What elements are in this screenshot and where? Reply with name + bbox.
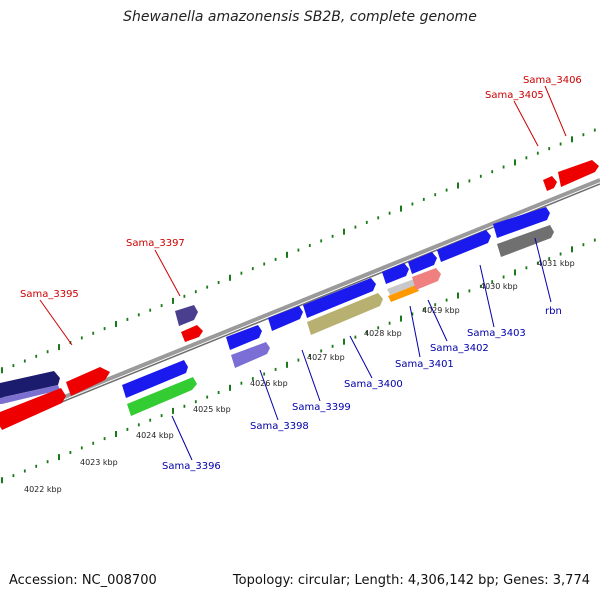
gene-arrow[interactable] <box>175 305 198 326</box>
label-leaders <box>39 85 567 461</box>
kbp-label: 4023 kbp <box>80 458 118 467</box>
forward-gene-labels: Sama_3395 Sama_3397 Sama_3405 Sama_3406 <box>20 75 582 300</box>
gene-label: Sama_3400 <box>344 379 403 390</box>
gene-label: Sama_3398 <box>250 421 309 432</box>
kbp-label: 4028 kbp <box>364 329 402 338</box>
kbp-label: 4030 kbp <box>480 282 518 291</box>
kbp-label: 4026 kbp <box>250 379 288 388</box>
gene-label: Sama_3402 <box>430 343 489 354</box>
gene-arrow[interactable] <box>303 278 376 318</box>
kbp-label: 4027 kbp <box>307 353 345 362</box>
gene-label: Sama_3397 <box>126 238 185 249</box>
kbp-label: 4022 kbp <box>24 485 62 494</box>
genes-reverse-track <box>127 225 554 416</box>
gene-label: Sama_3396 <box>162 461 221 472</box>
reverse-gene-labels: Sama_3396 Sama_3398 Sama_3399 Sama_3400 … <box>162 306 562 472</box>
map-title: Shewanella amazonensis SB2B, complete ge… <box>123 9 477 25</box>
gene-arrow[interactable] <box>388 285 419 302</box>
summary-text: Topology: circular; Length: 4,306,142 bp… <box>232 573 590 588</box>
gene-arrow[interactable] <box>181 325 203 342</box>
gene-arrow[interactable] <box>0 371 60 399</box>
gene-arrow[interactable] <box>0 385 60 404</box>
gene-arrow[interactable] <box>387 279 417 295</box>
gene-arrow[interactable] <box>231 342 270 368</box>
gene-arrow[interactable] <box>437 230 491 262</box>
gene-label: Sama_3403 <box>467 328 526 339</box>
gene-label: rbn <box>545 306 562 317</box>
gene-label: Sama_3406 <box>523 75 582 86</box>
genome-backbone <box>0 178 600 428</box>
gene-arrow[interactable] <box>408 252 437 274</box>
gene-arrow[interactable] <box>127 377 197 416</box>
kbp-labels: 4022 kbp 4023 kbp 4024 kbp 4025 kbp 4026… <box>24 259 575 494</box>
gene-label: Sama_3401 <box>395 359 454 370</box>
kbp-label: 4024 kbp <box>136 431 174 440</box>
gene-arrow[interactable] <box>382 263 409 284</box>
lower-tick-ruler <box>1 238 596 484</box>
accession-text: Accession: NC_008700 <box>9 573 157 588</box>
gene-arrow[interactable] <box>268 306 303 331</box>
gene-arrow[interactable] <box>122 360 188 398</box>
genes-forward-track <box>0 160 599 430</box>
gene-arrow[interactable] <box>66 367 110 396</box>
kbp-label: 4025 kbp <box>193 405 231 414</box>
gene-arrow[interactable] <box>0 388 66 430</box>
gene-arrow[interactable] <box>558 160 599 187</box>
gene-label: Sama_3399 <box>292 402 351 413</box>
gene-arrow[interactable] <box>497 225 554 257</box>
gene-arrow[interactable] <box>493 207 550 238</box>
kbp-label: 4031 kbp <box>537 259 575 268</box>
gene-label: Sama_3405 <box>485 90 544 101</box>
kbp-label: 4029 kbp <box>422 306 460 315</box>
upper-tick-ruler <box>1 128 596 374</box>
gene-label: Sama_3395 <box>20 289 79 300</box>
gene-arrow[interactable] <box>412 268 441 290</box>
gene-arrow[interactable] <box>543 176 557 191</box>
gene-arrow[interactable] <box>226 325 262 350</box>
gene-arrow[interactable] <box>307 293 383 335</box>
